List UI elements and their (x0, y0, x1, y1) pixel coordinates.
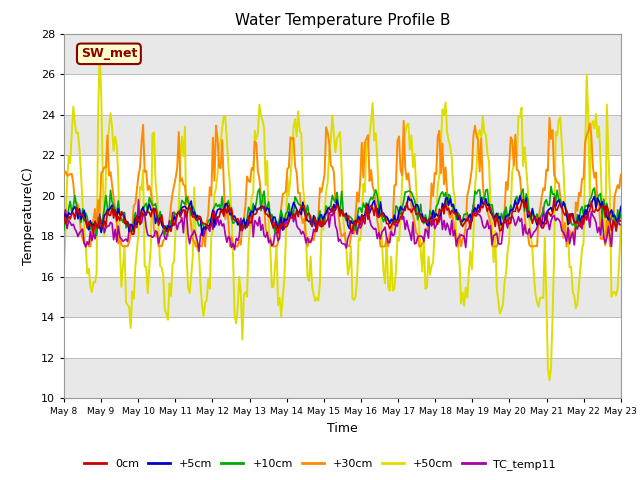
+5cm (228, 210, 236, 216)
Bar (64, 34, 621, 74)
X-axis label: Time: Time (327, 422, 358, 435)
+50cm (255, 102, 263, 108)
TC_temp11 (60, 214, 68, 220)
0cm (228, 205, 236, 211)
+30cm (85, 243, 93, 249)
Bar (64, 317, 621, 358)
+50cm (96, 51, 104, 57)
+5cm (246, 210, 254, 216)
+10cm (547, 183, 555, 189)
+30cm (589, 164, 596, 170)
+10cm (305, 212, 313, 217)
+10cm (255, 186, 263, 192)
+10cm (617, 211, 625, 217)
+50cm (228, 213, 236, 219)
0cm (255, 205, 263, 211)
TC_temp11 (195, 249, 203, 254)
+5cm (305, 219, 313, 225)
+10cm (228, 215, 236, 220)
+30cm (305, 236, 313, 241)
+30cm (255, 176, 263, 182)
+50cm (60, 264, 68, 270)
+5cm (60, 216, 68, 221)
Bar (64, 74, 621, 115)
TC_temp11 (248, 210, 255, 216)
TC_temp11 (229, 240, 237, 246)
TC_temp11 (589, 213, 596, 218)
+50cm (246, 222, 254, 228)
0cm (246, 220, 254, 226)
+50cm (589, 118, 596, 124)
+10cm (130, 218, 138, 224)
Title: Water Temperature Profile B: Water Temperature Profile B (235, 13, 450, 28)
Bar (64, 358, 621, 398)
+5cm (129, 222, 136, 228)
+5cm (198, 232, 206, 238)
Bar (64, 155, 621, 196)
0cm (60, 214, 68, 220)
+10cm (93, 233, 100, 239)
Line: +5cm: +5cm (64, 196, 621, 235)
+50cm (546, 377, 554, 383)
Legend: 0cm, +5cm, +10cm, +30cm, +50cm, TC_temp11: 0cm, +5cm, +10cm, +30cm, +50cm, TC_temp1… (79, 455, 561, 474)
TC_temp11 (134, 197, 142, 203)
+50cm (305, 278, 313, 284)
+10cm (589, 187, 596, 193)
Y-axis label: Temperature(C): Temperature(C) (22, 167, 35, 265)
Bar (64, 115, 621, 155)
0cm (589, 209, 596, 215)
+5cm (516, 193, 524, 199)
0cm (305, 211, 313, 216)
0cm (129, 231, 136, 237)
+30cm (130, 203, 138, 209)
0cm (130, 231, 138, 237)
Line: TC_temp11: TC_temp11 (64, 200, 621, 252)
Bar (64, 277, 621, 317)
Bar (64, 236, 621, 277)
0cm (617, 218, 625, 224)
+30cm (228, 234, 236, 240)
Line: +30cm: +30cm (64, 118, 621, 246)
TC_temp11 (307, 239, 314, 245)
Line: +10cm: +10cm (64, 186, 621, 236)
+50cm (130, 296, 138, 302)
+50cm (617, 221, 625, 227)
+30cm (246, 179, 254, 185)
+10cm (60, 227, 68, 233)
Line: 0cm: 0cm (64, 197, 621, 234)
Bar (64, 196, 621, 236)
+30cm (60, 170, 68, 176)
Text: SW_met: SW_met (81, 48, 137, 60)
+30cm (546, 115, 554, 120)
+5cm (589, 197, 596, 203)
TC_temp11 (129, 223, 136, 228)
0cm (550, 194, 558, 200)
+5cm (255, 206, 263, 212)
TC_temp11 (617, 222, 625, 228)
+5cm (617, 204, 625, 209)
TC_temp11 (257, 228, 265, 233)
Line: +50cm: +50cm (64, 54, 621, 380)
+30cm (617, 172, 625, 178)
+10cm (246, 208, 254, 214)
